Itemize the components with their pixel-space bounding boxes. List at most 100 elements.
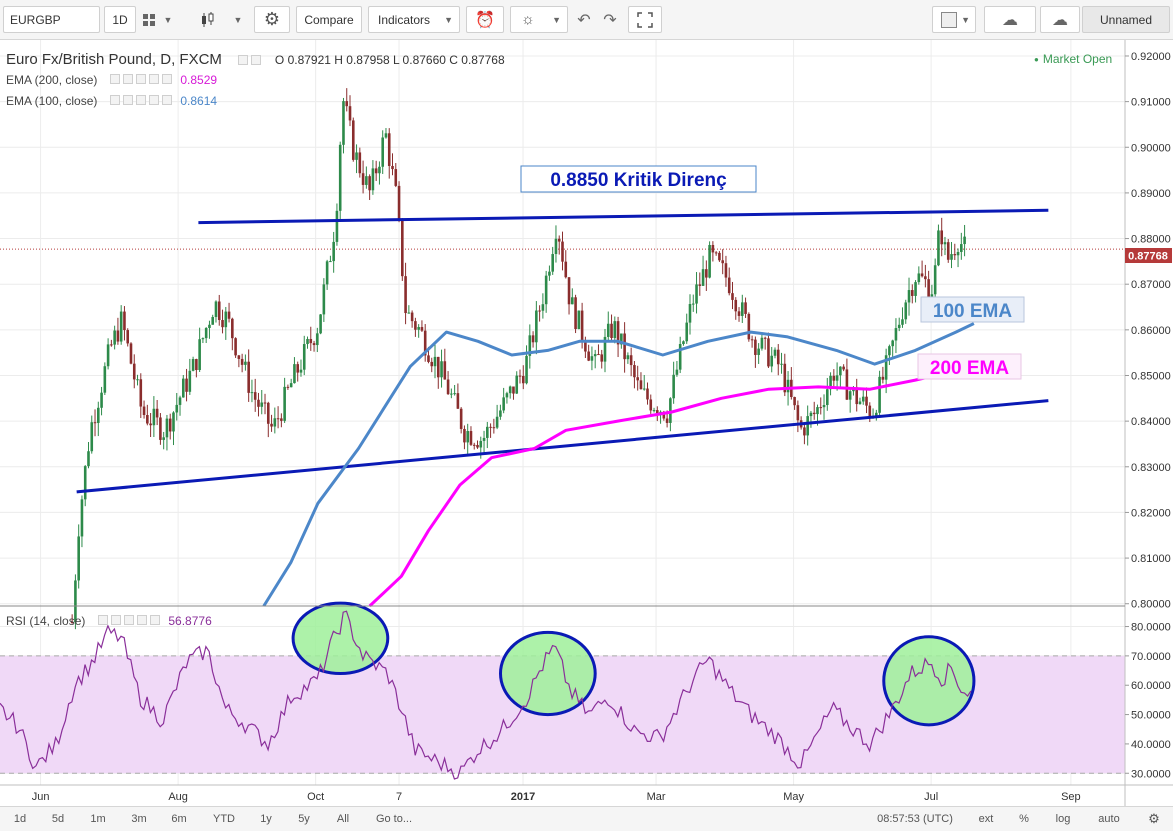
price-tick-label: 0.92000 (1131, 51, 1171, 63)
log-scale-toggle[interactable]: log (1055, 813, 1071, 825)
resistance-annotation-box[interactable] (520, 165, 757, 193)
candle-body (136, 379, 139, 381)
utc-clock[interactable]: 08:57:53 (UTC) (877, 813, 953, 825)
candle-body (639, 380, 643, 390)
copy-icon[interactable] (136, 95, 147, 105)
range-5y[interactable]: 5y (298, 813, 310, 825)
copy-icon[interactable] (124, 615, 135, 625)
alert-button[interactable]: ⏰ (466, 6, 504, 33)
chevron-down-icon: ▼ (163, 14, 173, 25)
gear-icon[interactable] (123, 74, 134, 84)
candle-body (508, 386, 512, 394)
eye-icon[interactable] (237, 54, 248, 65)
save-layout-button[interactable]: ☁ (1040, 6, 1080, 33)
price-tick-label: 0.83000 (1131, 462, 1171, 474)
more-icon[interactable] (137, 615, 148, 625)
ema200-annotation-box[interactable] (917, 353, 1022, 380)
candle-body (146, 415, 149, 424)
chart-style-button[interactable] (194, 6, 222, 33)
candle-body (649, 399, 653, 411)
candle-body (237, 355, 241, 359)
candle-body (198, 339, 201, 371)
chart-canvas[interactable]: 0.92000 0.91000 0.90000 0.89000 0.88000 0.870… (0, 40, 1173, 806)
extended-hours-toggle[interactable]: ext (978, 813, 994, 825)
range-1y[interactable]: 1y (260, 813, 272, 825)
candle-body (87, 451, 90, 467)
indicators-button[interactable]: Indicators ▼ (368, 6, 460, 33)
range-1m[interactable]: 1m (90, 813, 106, 825)
eye-icon[interactable] (98, 615, 109, 625)
candle-body (371, 168, 375, 191)
range-all[interactable]: All (336, 813, 350, 825)
candle-body (302, 344, 306, 370)
ideas-button[interactable]: ☼ ▼ (510, 6, 568, 33)
more-icon[interactable] (149, 74, 160, 84)
candle-body (482, 437, 486, 441)
candle-body (620, 333, 623, 345)
candle-body (165, 418, 169, 438)
candle-body (414, 321, 417, 330)
settings-button[interactable]: ⚙ (254, 6, 290, 33)
goto-button[interactable]: Go to... (375, 813, 413, 825)
candle-body (917, 273, 921, 283)
candle-body (472, 444, 476, 446)
gear-icon[interactable] (123, 95, 134, 105)
candle-body (590, 356, 594, 361)
eye-icon[interactable] (110, 95, 121, 105)
candle-body (106, 344, 110, 367)
candle-body (567, 277, 571, 305)
redo-button[interactable]: ↷ (598, 6, 622, 33)
gear-icon[interactable] (111, 615, 122, 625)
interval-button[interactable]: 1D (104, 6, 136, 33)
range-3m[interactable]: 3m (131, 813, 147, 825)
candle-body (675, 369, 679, 375)
candle-body (322, 284, 326, 315)
range-6m[interactable]: 6m (171, 813, 187, 825)
snapshot-layout-button[interactable]: ▼ (932, 6, 976, 33)
indicators-text: Indicators (378, 12, 431, 27)
fullscreen-button[interactable] (628, 6, 662, 33)
ema200-legend: EMA (200, close) 0.8529 (6, 73, 217, 87)
chart-properties-button[interactable]: ⚙ (1144, 811, 1164, 827)
range-5d[interactable]: 5d (51, 813, 65, 825)
load-layout-button[interactable]: ☁ (984, 6, 1036, 33)
square-icon (941, 11, 957, 28)
interval-dropdown-button[interactable]: ▼ (160, 6, 176, 33)
percent-scale-toggle[interactable]: % (1019, 813, 1029, 825)
rsi-highlights (291, 601, 976, 727)
ema200-line (368, 360, 975, 608)
candle-body (927, 279, 930, 299)
gear-icon[interactable] (250, 54, 261, 65)
interval-grid-icon[interactable] (140, 6, 158, 33)
layout-name-button[interactable]: Unnamed (1082, 6, 1170, 33)
rsi-tick-label: 30.0000 (1131, 768, 1171, 780)
candle-body (603, 336, 607, 362)
price-tick-label: 0.81000 (1131, 553, 1171, 565)
candle-body (747, 313, 751, 340)
price-tick-label: 0.84000 (1131, 416, 1171, 428)
candle-body (636, 377, 639, 381)
close-icon[interactable] (150, 615, 161, 625)
eye-icon[interactable] (110, 74, 121, 84)
more-icon[interactable] (149, 95, 160, 105)
market-status: ● Market Open (1034, 52, 1112, 66)
candle-body (727, 277, 731, 294)
price-tick-label: 0.82000 (1131, 507, 1171, 519)
range-ytd[interactable]: YTD (213, 813, 235, 825)
candle-body (587, 351, 590, 361)
symbol-search-input[interactable]: EURGBP (3, 6, 100, 33)
candle-body (244, 361, 247, 365)
ema100-annotation-box[interactable] (920, 296, 1025, 323)
candle-body (306, 338, 309, 345)
chart-style-dropdown[interactable]: ▼ (230, 6, 246, 33)
close-icon[interactable] (162, 74, 173, 84)
range-1d[interactable]: 1d (13, 813, 27, 825)
close-icon[interactable] (162, 95, 173, 105)
candle-body (642, 388, 646, 390)
auto-scale-toggle[interactable]: auto (1098, 813, 1120, 825)
undo-button[interactable]: ↶ (572, 6, 596, 33)
copy-icon[interactable] (136, 74, 147, 84)
candle-body (185, 378, 188, 392)
compare-button[interactable]: Compare (296, 6, 362, 33)
fullscreen-icon (637, 11, 653, 28)
